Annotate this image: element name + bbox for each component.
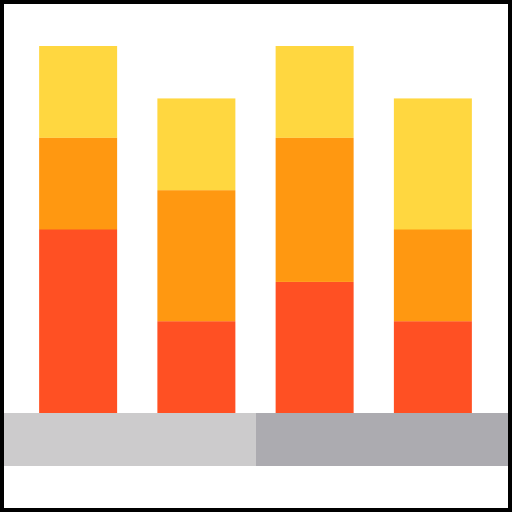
bar-segment [393, 98, 472, 230]
bar-segment [393, 229, 472, 322]
bar-segment [393, 321, 472, 413]
bar-segment [157, 98, 236, 191]
bar-segment [275, 281, 354, 413]
ground-left [4, 413, 256, 466]
bar-segment [275, 137, 354, 282]
bar-segment [157, 321, 236, 413]
ground-right [256, 413, 508, 466]
bar-segment [39, 229, 118, 413]
bar-segment [275, 46, 354, 138]
bar-segment [39, 137, 118, 230]
bar-segment [39, 46, 118, 138]
bar-segment [157, 190, 236, 322]
